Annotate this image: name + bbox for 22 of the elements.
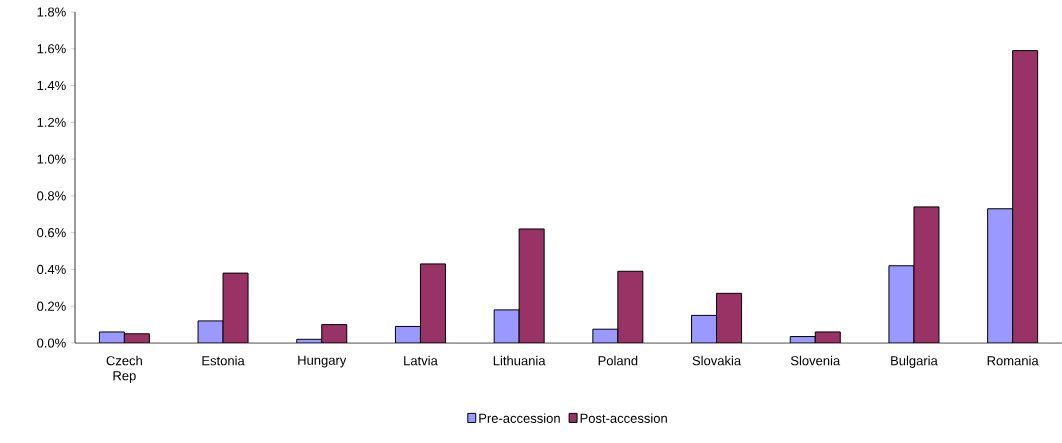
y-tick-label: 0.4%: [37, 264, 66, 275]
x-tick-label: Estonia: [202, 355, 245, 366]
y-tick-label: 0.8%: [37, 191, 66, 201]
y-tick-label: 1.4%: [37, 81, 66, 91]
y-tick-label: 1.8%: [37, 7, 66, 17]
x-tick-label: Hungary: [298, 355, 347, 368]
x-tick-label: Slovenia: [790, 355, 841, 366]
y-tick-label: 1.2%: [37, 117, 66, 127]
x-tick-label: Slovakia: [692, 355, 742, 366]
x-tick-label: Romania: [987, 355, 1039, 366]
legend-label: Pre-accession: [479, 413, 560, 423]
x-tick-label: Bulgaria: [891, 355, 938, 368]
legend-label: Post-accession: [580, 413, 667, 423]
y-tick-label: 1.0%: [37, 154, 66, 164]
x-tick-label: Latvia: [404, 355, 438, 366]
x-tick-label: Poland: [598, 355, 638, 366]
x-tick-label: Lithuania: [493, 355, 546, 366]
x-tick-label: Czech Rep: [106, 355, 142, 383]
y-tick-label: 0.2%: [37, 301, 66, 311]
y-tick-label: 1.6%: [37, 44, 66, 54]
y-tick-label: 0.6%: [37, 228, 66, 238]
y-tick-label: 0.0%: [37, 338, 66, 348]
